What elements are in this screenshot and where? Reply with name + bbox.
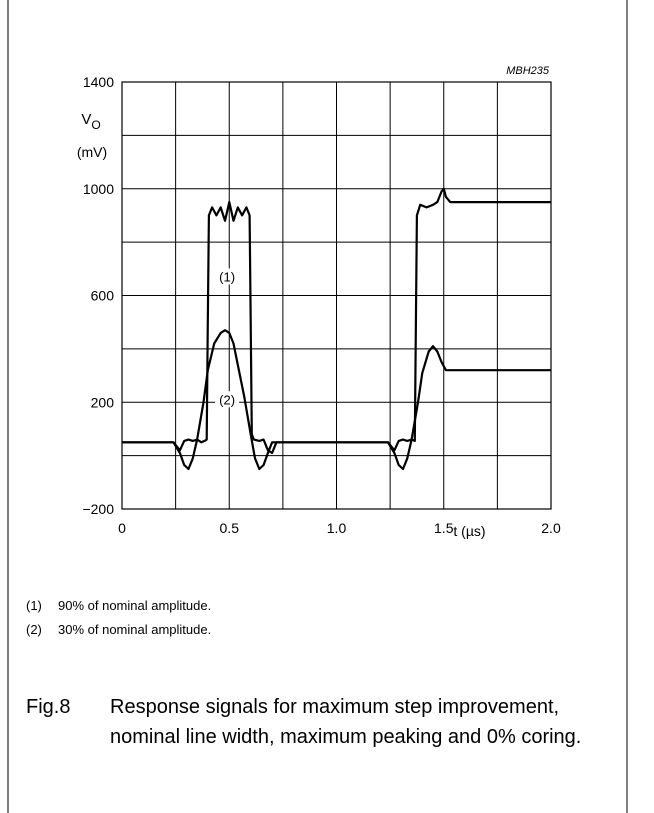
y-tick-label: 1400: [83, 74, 114, 90]
series-line: [122, 187, 551, 455]
figure-notes: (1) 90% of nominal amplitude. (2) 30% of…: [26, 594, 211, 642]
y-tick-label: −200: [82, 501, 114, 517]
x-tick-label: 1.5: [434, 520, 454, 536]
y-tick-label: 600: [91, 288, 115, 304]
series-line: [122, 329, 551, 471]
plot-border: [121, 81, 552, 510]
x-tick-label: 2.0: [541, 520, 561, 536]
note-row: (1) 90% of nominal amplitude.: [26, 594, 211, 618]
x-tick-label: 1.0: [327, 520, 347, 536]
labels-layer: (1) (2): [215, 268, 240, 408]
figure-code: MBH235: [506, 65, 550, 77]
figure-caption: Fig.8 Response signals for maximum step …: [26, 692, 626, 752]
x-tick-label: 0: [118, 520, 126, 536]
series-label-background: [215, 268, 240, 285]
series-label: (1): [219, 269, 235, 284]
note-text: 90% of nominal amplitude.: [58, 598, 212, 613]
note-number: (2): [26, 622, 42, 637]
y-axis-unit: (mV): [77, 144, 107, 160]
x-axis-label: t (µs): [453, 523, 485, 539]
y-tick-label: 1000: [83, 181, 114, 197]
grid: [121, 81, 552, 510]
x-tick-label: 0.5: [220, 520, 240, 536]
axes: −200 200 600 1000 1400 0 0.5 1.0 1.5 2.0 VO (mV) t (…: [77, 65, 561, 539]
caption-text: Response signals for maximum step improv…: [110, 696, 582, 748]
series-label: (2): [219, 392, 235, 407]
y-tick-label: 200: [91, 394, 115, 410]
series-layer: [122, 187, 551, 471]
figure-number: Fig.8: [26, 696, 71, 718]
note-text: 30% of nominal amplitude.: [58, 622, 212, 637]
note-row: (2) 30% of nominal amplitude.: [26, 618, 211, 642]
y-axis-label: VO: [81, 111, 100, 132]
note-number: (1): [26, 598, 42, 613]
y-axis-label-subscript: O: [91, 118, 100, 132]
series-label-background: [215, 391, 240, 408]
